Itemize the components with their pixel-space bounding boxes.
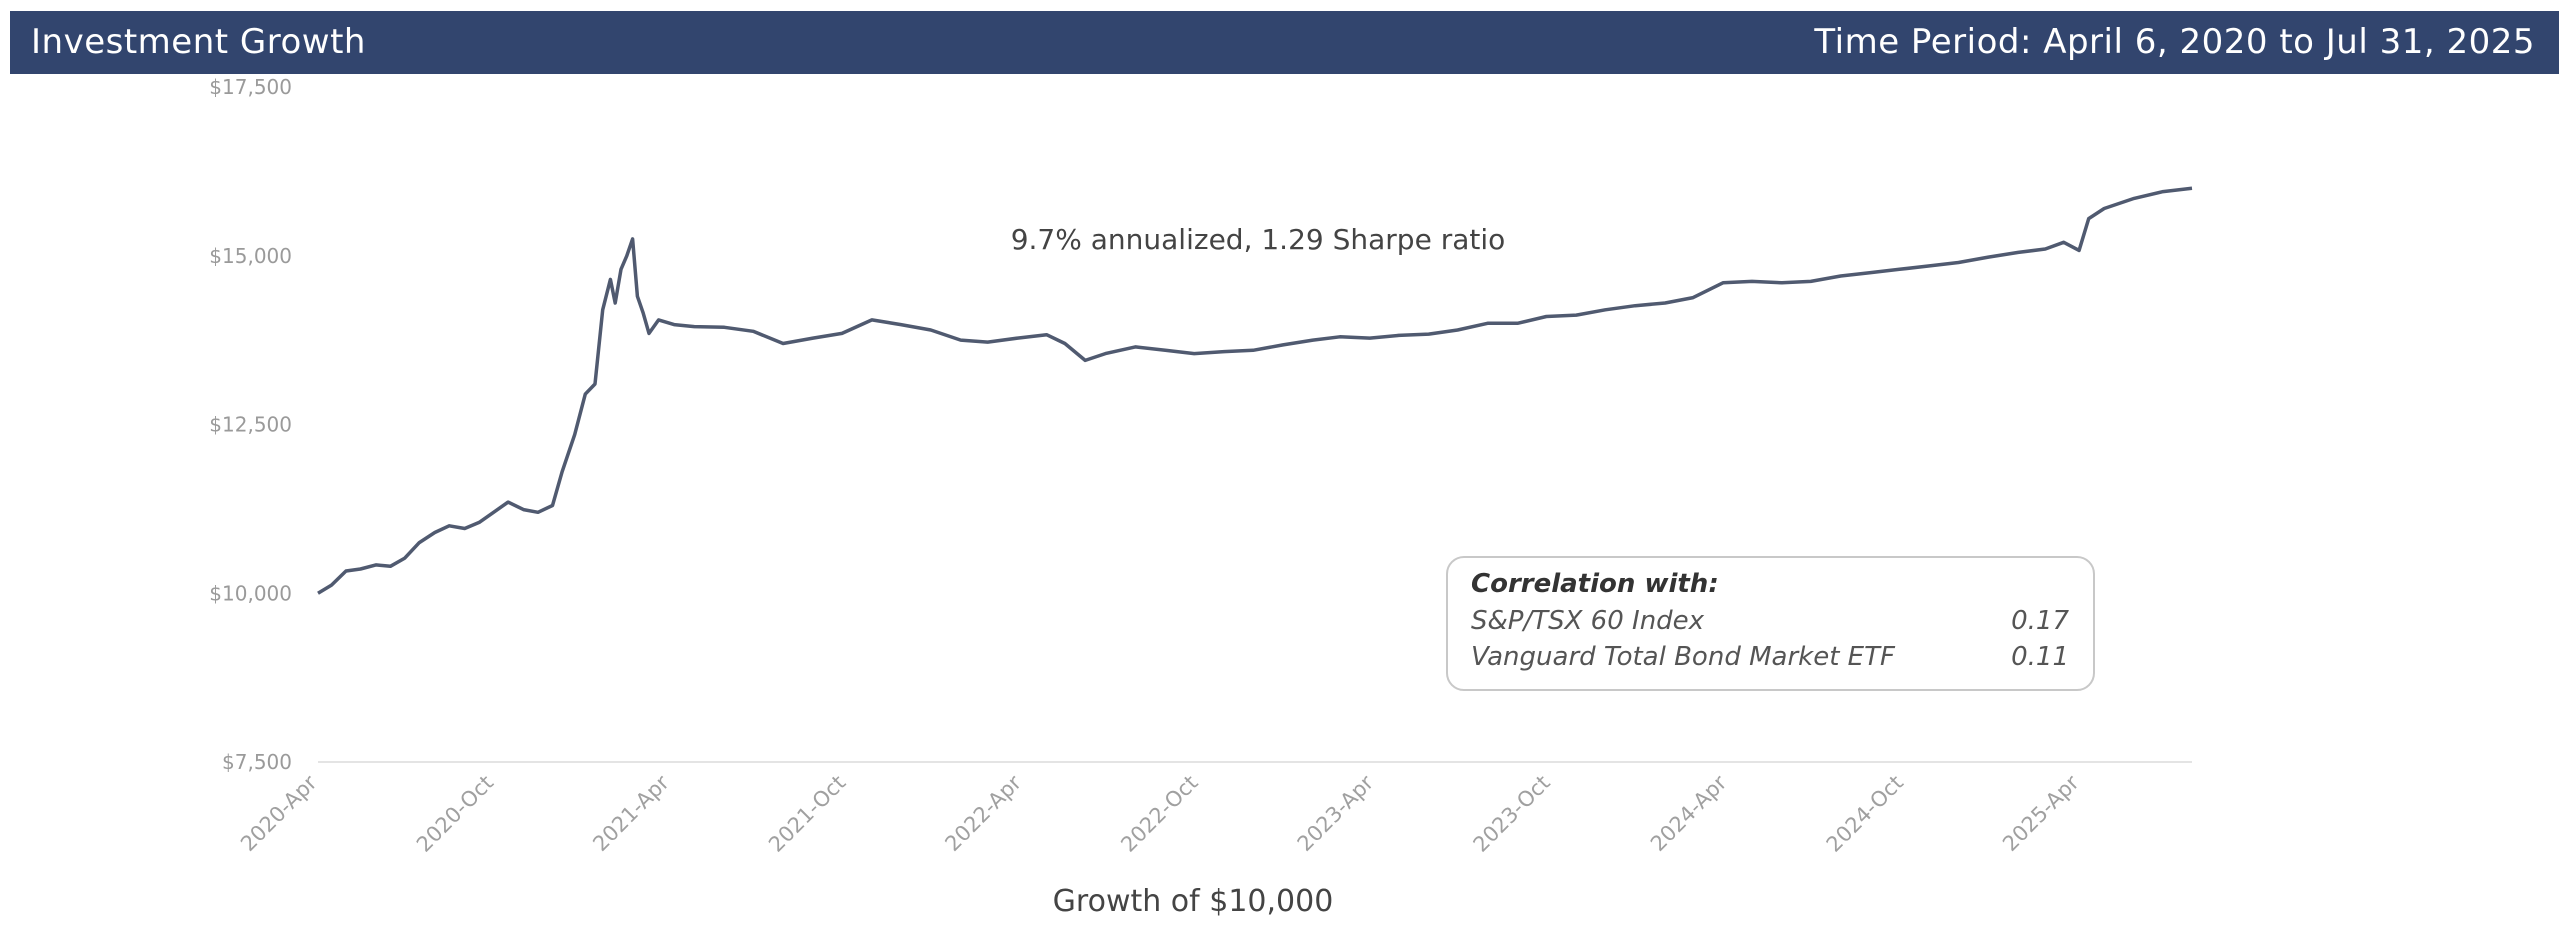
y-axis: $7,500 $10,000 $12,500 $15,000 $17,500 (209, 75, 292, 774)
correlation-name: S&P/TSX 60 Index (1471, 606, 1705, 636)
correlation-name: Vanguard Total Bond Market ETF (1471, 642, 1895, 672)
header-bar: Investment Growth Time Period: April 6, … (10, 11, 2559, 74)
performance-annotation: 9.7% annualized, 1.29 Sharpe ratio (1011, 223, 1506, 256)
x-tick-label: 2022-Oct (1116, 771, 1202, 857)
x-axis: 2020-Apr 2020-Oct 2021-Apr 2021-Oct 2022-Apr… (236, 770, 2084, 856)
x-tick-label: 2025-Apr (1998, 770, 2084, 856)
x-axis-label: Growth of $10,000 (1053, 884, 1334, 919)
y-tick-label: $15,000 (209, 244, 292, 268)
y-tick-label: $10,000 (209, 581, 292, 605)
correlation-value: 0.17 (2011, 606, 2069, 636)
y-tick-label: $7,500 (222, 750, 292, 774)
x-tick-label: 2021-Oct (764, 771, 850, 857)
x-tick-label: 2020-Oct (412, 771, 498, 857)
correlation-title: Correlation with: (1471, 569, 1719, 599)
growth-line (317, 186, 2193, 595)
x-tick-label: 2024-Oct (1822, 771, 1908, 857)
x-tick-label: 2021-Apr (588, 770, 674, 856)
chart-title: Investment Growth (31, 22, 366, 62)
correlation-value: 0.11 (2011, 642, 2069, 672)
y-tick-label: $17,500 (209, 75, 292, 99)
x-tick-label: 2024-Apr (1646, 770, 1732, 856)
x-tick-label: 2020-Apr (236, 770, 322, 856)
x-tick-label: 2023-Oct (1469, 771, 1555, 857)
y-tick-label: $12,500 (209, 413, 292, 437)
x-tick-label: 2022-Apr (940, 770, 1026, 856)
time-period-label: Time Period: April 6, 2020 to Jul 31, 20… (1814, 22, 2535, 62)
correlation-box: Correlation with: S&P/TSX 60 Index 0.17 … (1446, 556, 2095, 691)
x-tick-label: 2023-Apr (1293, 770, 1379, 856)
